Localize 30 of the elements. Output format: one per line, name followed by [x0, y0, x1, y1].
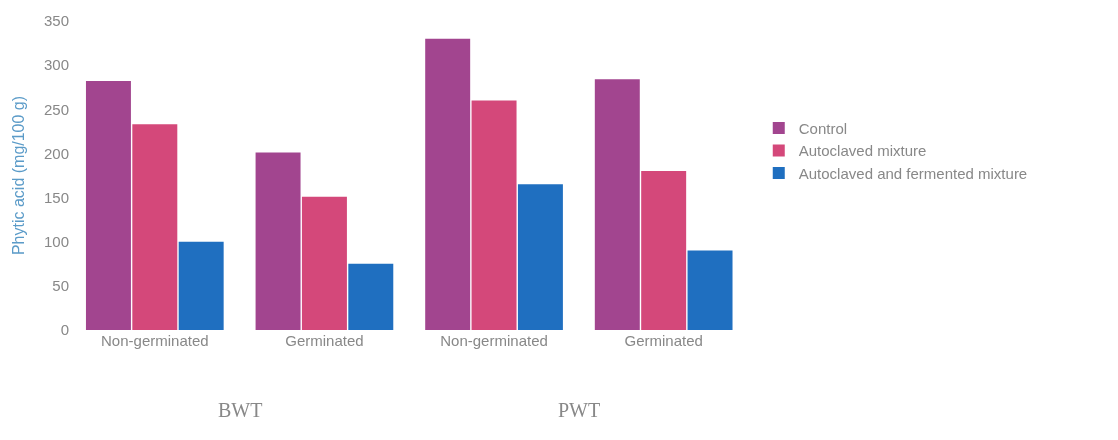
bar [641, 171, 687, 330]
y-tick-label: 250 [43, 100, 69, 118]
text: BWT [218, 399, 263, 421]
y-tick-label: 150 [43, 188, 69, 206]
bar [255, 152, 301, 330]
x-tick-label: Non-germinated [440, 332, 548, 349]
y-tick-label: 200 [43, 144, 69, 162]
y-axis-title: Phytic acid (mg/100 g) [9, 95, 27, 256]
bar [687, 250, 733, 330]
y-tick-label: 350 [43, 12, 69, 30]
legend-label: Autoclaved and fermented mixture [798, 164, 1028, 182]
bar [85, 81, 131, 330]
bar [471, 100, 517, 330]
bar [517, 184, 563, 330]
x-tick-label: Non-germinated [101, 332, 209, 349]
y-tick-label: 0 [60, 321, 69, 339]
bar [594, 79, 640, 330]
bar [348, 263, 394, 330]
y-tick-label: 100 [43, 232, 69, 250]
x-tick-label: Germinated [624, 332, 703, 349]
bar [132, 124, 178, 330]
text: PWT [558, 399, 601, 421]
bar [301, 196, 347, 330]
x-tick-label: Germinated [285, 332, 364, 349]
y-tick-label: 50 [52, 277, 69, 295]
legend-label: Autoclaved mixture [798, 142, 927, 160]
bar [425, 38, 471, 330]
bar [178, 241, 224, 330]
legend-label: Control [798, 119, 848, 137]
y-tick-label: 300 [43, 56, 69, 74]
